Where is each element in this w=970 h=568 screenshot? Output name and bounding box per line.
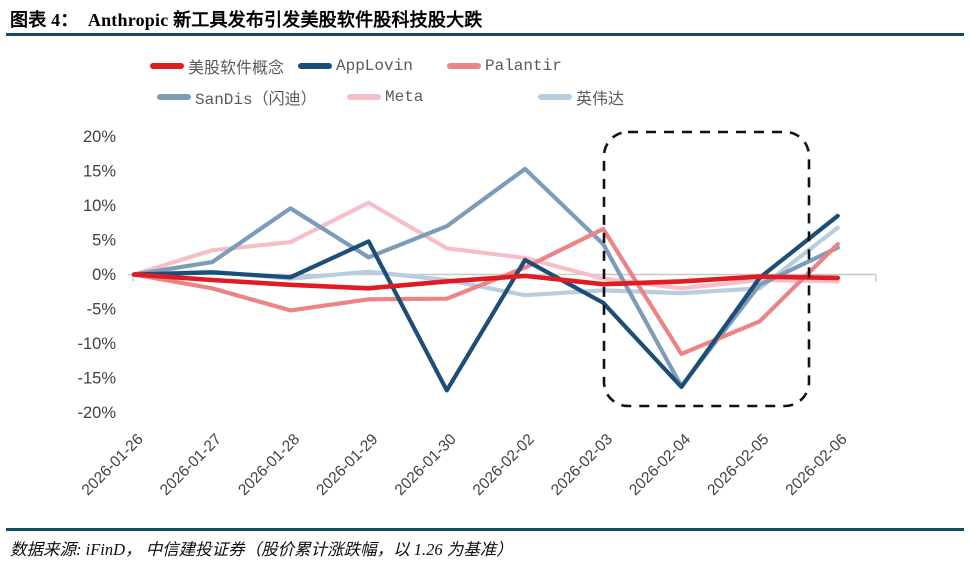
x-axis-tick-label: 2026-02-04 bbox=[626, 431, 694, 499]
series-line-美股软件概念 bbox=[131, 272, 841, 291]
legend-row: 美股软件概念 AppLovin Palantir bbox=[0, 50, 970, 81]
y-axis-tick-label: 0% bbox=[92, 266, 116, 284]
legend-swatch-icon bbox=[538, 93, 572, 100]
legend-item: 美股软件概念 bbox=[150, 54, 298, 78]
legend-item: SanDis（闪迪） bbox=[157, 85, 347, 109]
legend-item: AppLovin bbox=[298, 57, 447, 75]
legend-label: AppLovin bbox=[336, 56, 413, 75]
y-axis-tick-label: 20% bbox=[83, 128, 116, 146]
legend-swatch-icon bbox=[157, 93, 191, 100]
x-axis-tick-label: 2026-01-30 bbox=[392, 431, 460, 499]
series-line-Palantir bbox=[131, 226, 840, 356]
x-axis-tick-label: 2026-01-28 bbox=[235, 431, 303, 499]
y-axis-tick-label: 10% bbox=[83, 197, 116, 215]
highlight-dashed-box bbox=[602, 130, 811, 408]
legend-item: 英伟达 bbox=[538, 85, 708, 109]
line-chart: 20%15%10%5%0%-5%-10%-15%-20%2026-01-26 20… bbox=[77, 128, 877, 499]
x-axis-tick-label: 2026-02-03 bbox=[548, 431, 616, 499]
legend-label: Palantir bbox=[485, 56, 562, 75]
legend-swatch-icon bbox=[347, 93, 381, 100]
legend-label: Meta bbox=[385, 87, 424, 106]
y-axis-tick-label: 5% bbox=[92, 232, 116, 250]
x-axis-tick-label: 2026-02-02 bbox=[470, 431, 538, 499]
figure-title: 图表 4： Anthropic 新工具发布引发美股软件股科技股大跌 bbox=[10, 10, 483, 30]
legend-swatch-icon bbox=[150, 62, 184, 69]
x-axis-tick-label: 2026-01-27 bbox=[157, 431, 225, 499]
bottom-divider bbox=[6, 528, 964, 531]
series-line-AppLovin bbox=[131, 213, 840, 393]
y-axis-tick-label: -20% bbox=[77, 404, 116, 422]
chart-legend: 美股软件概念 AppLovin Palantir SanDis（闪迪） Meta 英伟达 bbox=[0, 50, 970, 112]
legend-row: SanDis（闪迪） Meta 英伟达 bbox=[0, 81, 970, 112]
legend-swatch-icon bbox=[298, 62, 332, 69]
x-axis-tick-label: 2026-01-26 bbox=[79, 431, 147, 499]
legend-item: Palantir bbox=[447, 57, 617, 75]
x-axis-tick-label: 2026-01-29 bbox=[313, 431, 381, 499]
y-axis-tick-label: -15% bbox=[77, 370, 116, 388]
legend-label: SanDis（闪迪） bbox=[195, 90, 317, 109]
data-source-note: 数据来源: iFinD， 中信建投证券（股价累计涨跌幅，以 1.26 为基准） bbox=[10, 540, 513, 559]
legend-item: Meta bbox=[347, 88, 538, 106]
legend-label: 英伟达 bbox=[576, 90, 625, 109]
y-axis-tick-label: 15% bbox=[83, 163, 116, 181]
x-axis-tick-label: 2026-02-05 bbox=[704, 431, 772, 499]
y-axis-tick-label: -10% bbox=[77, 335, 116, 353]
x-axis-tick-label: 2026-02-06 bbox=[783, 431, 851, 499]
top-divider bbox=[6, 33, 964, 36]
legend-label: 美股软件概念 bbox=[188, 59, 285, 78]
legend-swatch-icon bbox=[447, 62, 481, 69]
y-axis-tick-label: -5% bbox=[87, 301, 117, 319]
series-line-Meta bbox=[131, 200, 840, 291]
